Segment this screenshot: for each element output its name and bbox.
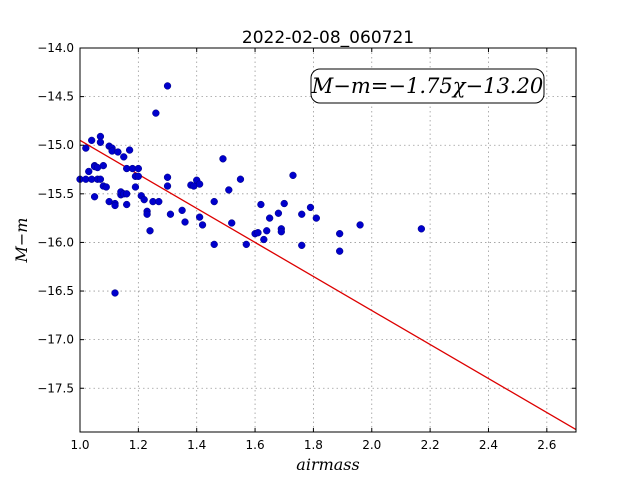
- data-point: [152, 109, 160, 117]
- data-point: [298, 210, 306, 218]
- x-tick-label: 1.0: [70, 438, 89, 452]
- data-point: [102, 183, 110, 191]
- data-point: [219, 155, 227, 163]
- x-tick-label: 1.8: [304, 438, 323, 452]
- y-axis-label: M−m: [12, 218, 31, 264]
- data-point: [195, 180, 204, 188]
- y-tick-label: −16.0: [37, 235, 74, 249]
- data-point: [274, 209, 283, 217]
- data-point: [114, 148, 122, 156]
- data-point: [195, 213, 204, 221]
- data-point: [306, 203, 315, 212]
- data-point: [210, 240, 218, 249]
- data-point: [210, 197, 218, 206]
- data-point: [155, 197, 163, 206]
- x-tick-label: 1.6: [246, 438, 265, 452]
- data-point: [123, 190, 131, 198]
- y-tick-label: −15.0: [37, 138, 74, 152]
- data-point: [123, 200, 131, 209]
- data-point: [88, 136, 96, 145]
- data-point: [146, 227, 154, 235]
- data-point: [111, 201, 119, 210]
- data-point: [257, 200, 265, 209]
- data-point: [254, 229, 262, 237]
- data-point: [228, 219, 236, 227]
- data-point: [178, 206, 186, 214]
- data-point: [96, 138, 105, 146]
- y-tick-label: −17.5: [37, 381, 74, 395]
- data-point: [96, 175, 105, 183]
- fit-line: [79, 139, 577, 431]
- data-point: [263, 227, 271, 235]
- data-point: [225, 186, 233, 194]
- data-point: [260, 235, 268, 244]
- x-tick-label: 2.6: [537, 438, 556, 452]
- annotation-text: M−m=−1.75χ−13.20: [311, 74, 543, 98]
- data-point: [356, 221, 364, 229]
- x-axis-label: airmass: [296, 455, 359, 474]
- y-tick-label: −14.0: [37, 41, 74, 55]
- data-points: [76, 82, 426, 297]
- data-point: [143, 210, 151, 218]
- data-point: [163, 182, 172, 190]
- data-point: [85, 167, 93, 176]
- data-point: [312, 214, 320, 222]
- data-point: [236, 175, 245, 183]
- x-tick-label: 2.4: [479, 438, 498, 452]
- data-point: [90, 193, 99, 201]
- data-point: [280, 199, 288, 208]
- annotation-box: [310, 68, 545, 104]
- data-point: [181, 218, 189, 226]
- x-tick-label: 2.2: [421, 438, 440, 452]
- data-point: [163, 173, 172, 181]
- data-point: [417, 225, 426, 233]
- data-point: [198, 221, 207, 229]
- data-point: [289, 171, 297, 180]
- grid: [80, 48, 576, 432]
- data-point: [99, 161, 107, 170]
- data-point: [125, 146, 134, 154]
- data-point: [134, 172, 143, 180]
- data-point: [131, 183, 140, 191]
- axis-ticks: 1.0 1.2 1.4 1.6 1.8 2.0 2.2 2.4 2.6 −14.0 −14.5 −15…: [37, 41, 576, 452]
- fit-annotation: M−m=−1.75χ−13.20: [310, 68, 545, 104]
- data-point: [134, 164, 143, 173]
- plot-area-frame: [79, 47, 577, 433]
- data-point: [277, 228, 285, 236]
- data-point: [82, 144, 90, 152]
- y-tick-label: −16.5: [37, 284, 74, 298]
- data-point: [111, 289, 119, 297]
- data-point: [166, 210, 175, 218]
- x-tick-label: 1.2: [129, 438, 148, 452]
- chart-title: 2022-02-08_060721: [242, 28, 414, 48]
- data-point: [140, 196, 148, 204]
- fit-line-group: [79, 139, 577, 431]
- data-point: [298, 241, 306, 249]
- x-tick-label: 2.0: [362, 438, 381, 452]
- data-point: [265, 214, 274, 222]
- data-point: [242, 240, 250, 249]
- data-point: [163, 82, 172, 90]
- data-point: [336, 230, 344, 238]
- data-point: [336, 247, 344, 255]
- data-point: [120, 153, 128, 161]
- y-tick-label: −17.0: [37, 333, 74, 347]
- x-tick-label: 1.4: [187, 438, 206, 452]
- y-tick-label: −14.5: [37, 90, 74, 104]
- y-tick-label: −15.5: [37, 187, 74, 201]
